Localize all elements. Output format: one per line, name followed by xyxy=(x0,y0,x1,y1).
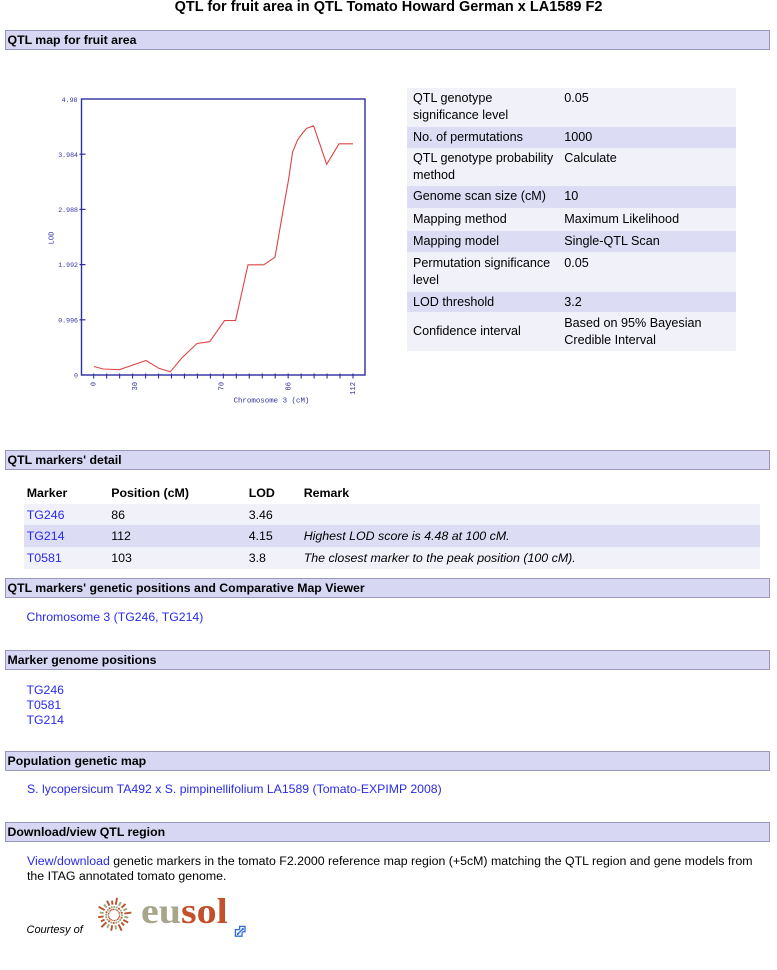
svg-text:4.98: 4.98 xyxy=(62,97,78,104)
svg-text:0: 0 xyxy=(74,373,78,380)
svg-text:LOD: LOD xyxy=(49,232,57,245)
svg-text:86: 86 xyxy=(286,382,294,391)
svg-text:112: 112 xyxy=(350,382,358,395)
svg-text:Chromosome 3 (cM): Chromosome 3 (cM) xyxy=(234,398,310,406)
svg-text:0.996: 0.996 xyxy=(58,317,78,324)
svg-text:eusol: eusol xyxy=(141,892,228,932)
svg-text:2.988: 2.988 xyxy=(58,207,78,214)
svg-text:1.992: 1.992 xyxy=(58,262,78,269)
svg-text:70: 70 xyxy=(219,382,227,391)
svg-text:3.984: 3.984 xyxy=(58,152,78,159)
svg-text:30: 30 xyxy=(132,382,140,391)
svg-text:0: 0 xyxy=(91,382,99,386)
